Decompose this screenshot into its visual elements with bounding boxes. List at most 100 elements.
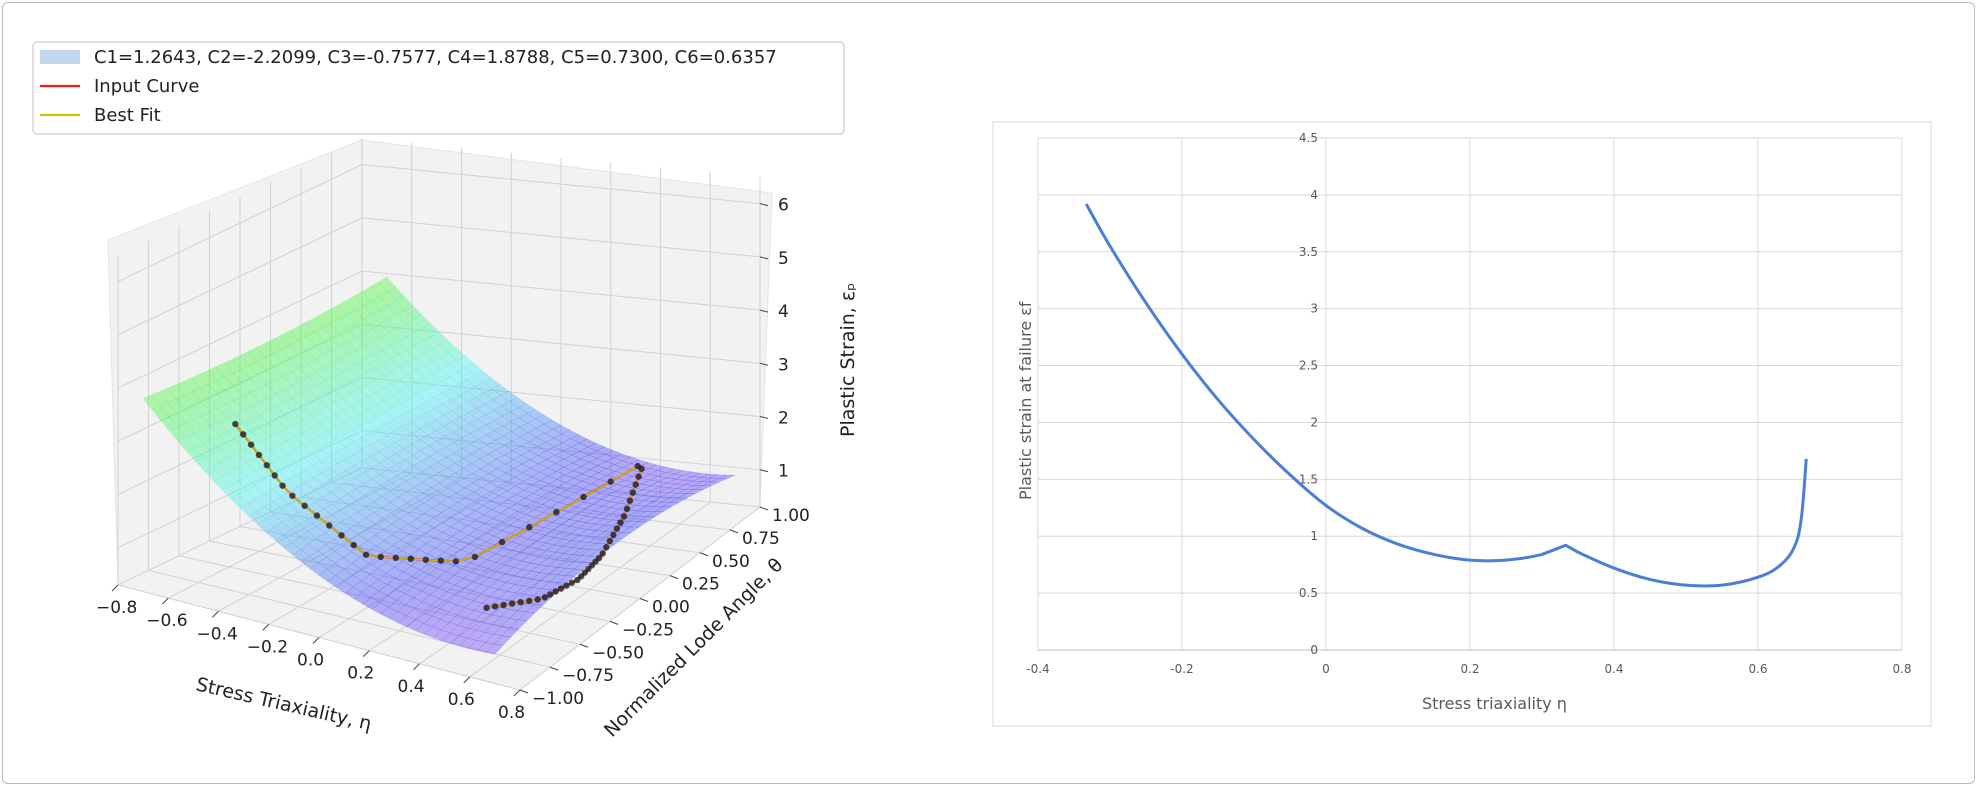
surface-cell — [400, 386, 418, 400]
surface-cell — [548, 574, 567, 583]
surface-cell — [251, 414, 270, 429]
surface-cell — [388, 328, 407, 342]
surface-cell — [579, 535, 598, 543]
surface-cell — [290, 367, 309, 382]
surface-cell — [578, 529, 597, 537]
surface-cell — [520, 441, 538, 452]
surface-cell — [584, 504, 603, 512]
curve-marker — [568, 579, 576, 586]
surface-cell — [578, 438, 597, 448]
surface-cell — [500, 618, 519, 628]
surface-cell — [423, 615, 442, 628]
surface-cell — [282, 529, 301, 543]
surface-cell — [326, 563, 345, 576]
surface-cell — [410, 559, 429, 571]
surface-cell — [488, 571, 507, 581]
curve-marker — [483, 604, 490, 612]
surface-cell — [333, 545, 352, 558]
surface-cell — [517, 403, 536, 414]
surface-cell — [495, 445, 514, 456]
surface-cell — [437, 457, 456, 469]
surface-cell — [644, 506, 664, 512]
surface-cell — [499, 507, 518, 517]
surface-cell — [200, 384, 218, 399]
surface-cell — [441, 387, 460, 400]
surface-cell — [641, 485, 661, 492]
surface-cell — [317, 556, 336, 570]
surface-cell — [238, 489, 257, 504]
surface-3d-chart: −0.8 −0.6 −0.4 −0.2 0.0 0.2 0.4 0.6 0.8 −1.00 −0.7… — [32, 41, 859, 742]
surface-cell — [528, 437, 547, 447]
x-tick-label: 0 — [1322, 662, 1330, 676]
surface-cell — [339, 505, 358, 518]
curve-marker — [491, 603, 499, 610]
curve-marker — [557, 585, 565, 592]
surface-cell — [512, 445, 530, 456]
floor-gridline — [361, 467, 761, 508]
surface-cell — [633, 489, 653, 496]
curve-marker — [271, 472, 278, 479]
surface-cell — [354, 460, 372, 473]
surface-cell — [529, 454, 548, 465]
surface-cell — [281, 344, 300, 359]
surface-cell — [465, 610, 484, 621]
surface-cell — [553, 442, 572, 452]
surface-cell — [390, 507, 409, 519]
surface-cell — [389, 486, 407, 498]
surface-cell — [466, 510, 485, 521]
surface-cell — [516, 602, 535, 613]
surface-cell — [504, 558, 523, 568]
surface-cell — [559, 511, 578, 520]
surface-cell — [589, 465, 608, 473]
surface-cell — [535, 527, 554, 536]
surface-cell — [539, 475, 558, 485]
curve-marker — [263, 461, 271, 469]
surface-cell — [474, 505, 493, 516]
surface-cell — [213, 476, 231, 491]
surface-cell — [459, 534, 478, 545]
surface-cell — [265, 526, 284, 541]
surface-cell — [554, 458, 573, 468]
surface-cell — [404, 597, 423, 609]
surface-cell — [440, 622, 459, 634]
curve-marker — [626, 497, 634, 504]
surface-cell — [398, 362, 417, 376]
surface-cell — [450, 521, 469, 532]
surface-cell — [497, 582, 516, 592]
surface-cell — [212, 462, 231, 477]
curve-marker — [508, 600, 516, 607]
surface-cell — [336, 446, 355, 459]
surface-cell — [327, 575, 346, 588]
surface-cell — [561, 438, 580, 448]
curve-marker — [525, 597, 533, 605]
surface-cell — [393, 426, 412, 439]
surface-cell — [318, 568, 337, 582]
surface-cell — [443, 421, 462, 433]
surface-cell — [561, 526, 580, 534]
surface-cell — [575, 502, 594, 510]
surface-cell — [475, 622, 494, 633]
surface-cell — [400, 398, 419, 411]
surface-cell — [537, 550, 556, 559]
surface-cell — [464, 600, 483, 611]
surface-cell — [665, 468, 684, 475]
surface-cell — [422, 477, 440, 488]
surface-cell — [409, 417, 428, 429]
surface-cell — [710, 478, 728, 483]
surface-cell — [352, 425, 370, 438]
surface-cell — [508, 502, 526, 512]
surface-cell — [405, 486, 424, 498]
surface-cell — [319, 443, 338, 457]
surface-cell — [370, 462, 389, 475]
surface-cell — [299, 376, 318, 391]
surface-cell — [657, 472, 676, 479]
surface-cell — [415, 365, 434, 379]
surface-cell — [339, 493, 357, 506]
surface-cell — [387, 286, 405, 302]
surface-cell — [511, 544, 530, 553]
surface-cell — [517, 611, 536, 622]
surface-cell — [225, 386, 243, 401]
surface-cell — [310, 435, 329, 449]
surface-cell — [463, 463, 481, 474]
surface-cell — [460, 543, 479, 554]
